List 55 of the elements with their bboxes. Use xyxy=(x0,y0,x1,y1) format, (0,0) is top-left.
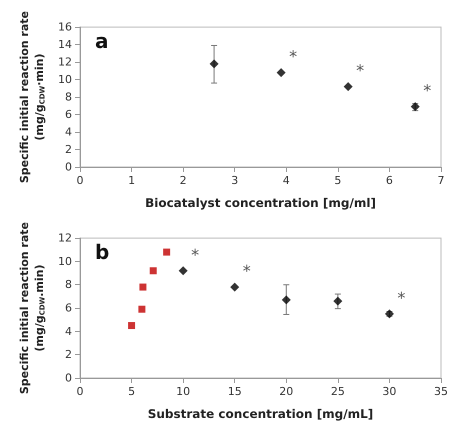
point xyxy=(138,306,146,313)
x-tick-label: 10 xyxy=(176,385,190,398)
point xyxy=(150,267,157,274)
point xyxy=(178,266,188,276)
point xyxy=(384,309,394,318)
y-tick-label: 2 xyxy=(65,348,72,362)
x-tick-label: 0 xyxy=(76,174,84,187)
y-tick-label: 16 xyxy=(58,20,72,34)
y-tick-label: 14 xyxy=(58,38,72,52)
x-tick-label: 25 xyxy=(330,385,345,398)
y-tick-label: 6 xyxy=(65,302,72,315)
point xyxy=(139,284,146,291)
annotation: * xyxy=(191,245,200,264)
x-tick-label: 4 xyxy=(282,174,290,187)
x-tick-label: 20 xyxy=(279,385,294,398)
annotation: * xyxy=(289,47,298,66)
y-tick-label: 0 xyxy=(65,160,72,174)
y-tick-label: 2 xyxy=(65,143,72,156)
x-tick-label: 5 xyxy=(334,174,342,187)
x-tick-label: 30 xyxy=(382,385,396,398)
x-tick-label: 35 xyxy=(434,385,448,398)
y-tick-label: 12 xyxy=(58,56,72,69)
annotation: * xyxy=(423,81,432,100)
x-tick-label: 0 xyxy=(76,385,84,398)
x-axis-title: Substrate concentration [mg/mL] xyxy=(148,407,374,421)
y-tick-label: 6 xyxy=(65,108,72,122)
y-tick-label: 10 xyxy=(58,254,72,268)
point xyxy=(163,248,170,256)
x-tick-label: 1 xyxy=(128,174,136,187)
y-tick-label: 12 xyxy=(58,232,72,245)
y-tick-label: 8 xyxy=(65,278,72,292)
x-tick-label: 15 xyxy=(228,385,242,398)
y-tick-label: 4 xyxy=(65,324,72,338)
x-tick-label: 2 xyxy=(180,174,187,187)
x-tick-label: 3 xyxy=(231,174,238,187)
x-tick-label: 5 xyxy=(128,385,136,398)
point xyxy=(282,295,291,304)
point xyxy=(344,82,353,92)
annotation: * xyxy=(242,262,251,281)
point xyxy=(333,296,342,306)
x-axis-title: Biocatalyst concentration [mg/ml] xyxy=(145,196,376,210)
annotation: * xyxy=(356,61,364,80)
y-tick-label: 10 xyxy=(58,73,72,86)
y-tick-label: 4 xyxy=(65,126,72,139)
y-tick-label: 0 xyxy=(65,372,72,384)
annotation: * xyxy=(397,288,406,308)
point xyxy=(230,282,240,292)
point xyxy=(128,322,136,330)
chart-title: a xyxy=(95,29,108,53)
y-tick-label: 8 xyxy=(65,90,72,104)
chart-title: b xyxy=(95,240,110,264)
point xyxy=(276,68,286,78)
x-tick-label: 6 xyxy=(386,174,393,187)
x-tick-label: 7 xyxy=(438,174,444,187)
point xyxy=(210,59,219,68)
